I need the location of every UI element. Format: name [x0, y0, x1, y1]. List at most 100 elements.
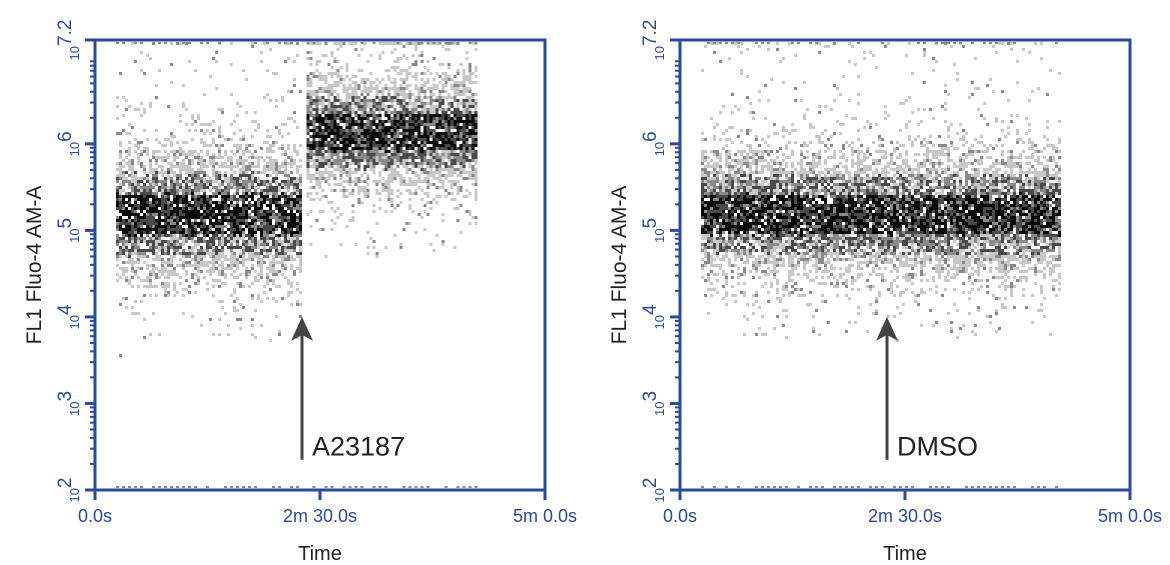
- event-point: [146, 195, 149, 198]
- event-point: [140, 204, 143, 207]
- event-point: [155, 222, 158, 225]
- event-point: [251, 204, 254, 207]
- event-point: [257, 204, 260, 207]
- event-point: [327, 90, 331, 93]
- event-point: [299, 189, 302, 192]
- event-point: [309, 105, 313, 108]
- event-point: [200, 159, 203, 162]
- event-point: [236, 162, 239, 165]
- event-point: [182, 141, 185, 144]
- chart-panel-1: 0.0s 2m 30.0s 5m 0.0s102103104105106107.2T…: [23, 20, 577, 565]
- event-point: [296, 189, 299, 192]
- event-point: [152, 210, 155, 213]
- event-point: [272, 144, 275, 147]
- event-point: [143, 285, 146, 288]
- event-point: [143, 111, 146, 114]
- event-point: [158, 231, 161, 234]
- event-point: [170, 168, 173, 171]
- event-point: [137, 198, 140, 201]
- event-point: [152, 207, 155, 210]
- event-point: [212, 138, 215, 141]
- event-point: [272, 282, 275, 285]
- event-point: [284, 231, 287, 234]
- event-point: [125, 132, 128, 135]
- event-point: [327, 126, 331, 129]
- event-point: [164, 189, 167, 192]
- event-point: [158, 225, 161, 228]
- event-point: [149, 210, 152, 213]
- event-point: [248, 240, 251, 243]
- event-point: [203, 261, 206, 264]
- event-point: [155, 207, 158, 210]
- event-point: [173, 174, 176, 177]
- event-point: [167, 240, 170, 243]
- event-point: [233, 255, 236, 258]
- event-point: [167, 207, 170, 210]
- event-point: [260, 204, 263, 207]
- event-point: [239, 246, 242, 249]
- event-point: [260, 192, 263, 195]
- event-point: [209, 225, 212, 228]
- event-point: [312, 177, 316, 180]
- event-point: [218, 285, 221, 288]
- event-point: [212, 153, 215, 156]
- event-point: [134, 192, 137, 195]
- event-point: [245, 234, 248, 237]
- event-point: [306, 114, 310, 117]
- event-point: [281, 180, 284, 183]
- event-point: [251, 186, 254, 189]
- event-point: [245, 150, 248, 153]
- event-point: [170, 135, 173, 138]
- event-point: [125, 201, 128, 204]
- event-point: [164, 288, 167, 291]
- event-point: [324, 81, 328, 84]
- event-point: [248, 249, 251, 252]
- event-point: [176, 231, 179, 234]
- event-point: [158, 228, 161, 231]
- event-point: [182, 255, 185, 258]
- event-point: [203, 165, 206, 168]
- event-point: [236, 222, 239, 225]
- event-point: [266, 225, 269, 228]
- event-point: [260, 195, 263, 198]
- event-point: [263, 141, 266, 144]
- event-point: [149, 249, 152, 252]
- event-point: [324, 87, 328, 90]
- event-point: [185, 165, 188, 168]
- event-point: [173, 243, 176, 246]
- event-point: [167, 291, 170, 294]
- event-point: [152, 237, 155, 240]
- event-point: [143, 183, 146, 186]
- event-point: [158, 219, 161, 222]
- event-point: [278, 165, 281, 168]
- event-point: [233, 300, 236, 303]
- event-point: [321, 99, 325, 102]
- event-point: [170, 162, 173, 165]
- event-point: [155, 234, 158, 237]
- event-point: [278, 213, 281, 216]
- event-point: [158, 255, 161, 258]
- event-point: [330, 87, 334, 90]
- event-point: [299, 210, 302, 213]
- event-point: [161, 180, 164, 183]
- event-point: [230, 42, 233, 45]
- event-point: [330, 171, 334, 174]
- event-point: [209, 237, 212, 240]
- event-point: [248, 150, 251, 153]
- event-point: [230, 486, 233, 488]
- event-point: [266, 252, 269, 255]
- event-point: [254, 243, 257, 246]
- event-point: [327, 183, 331, 186]
- event-point: [290, 162, 293, 165]
- event-point: [312, 138, 316, 141]
- event-point: [182, 228, 185, 231]
- event-point: [257, 243, 260, 246]
- event-point: [191, 204, 194, 207]
- event-point: [269, 249, 272, 252]
- event-point: [116, 105, 119, 108]
- event-point: [245, 273, 248, 276]
- event-point: [137, 177, 140, 180]
- event-point: [324, 114, 328, 117]
- event-point: [263, 96, 266, 99]
- event-point: [134, 237, 137, 240]
